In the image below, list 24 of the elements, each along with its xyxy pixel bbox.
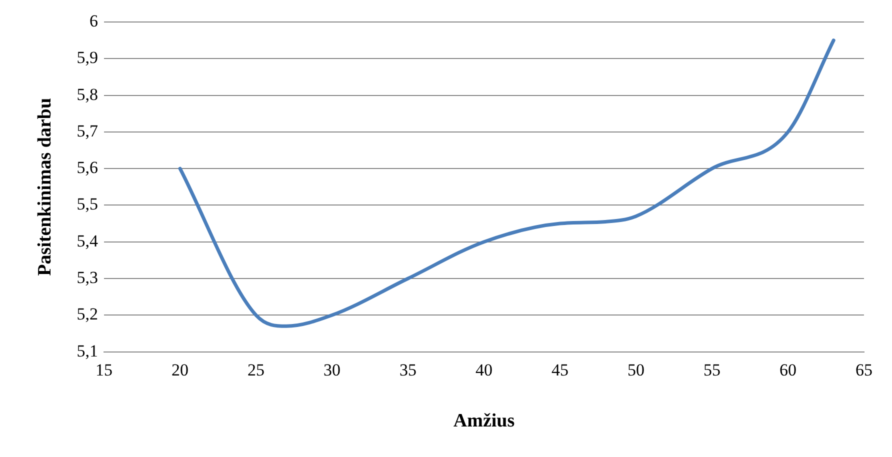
x-tick-label: 20 <box>172 360 189 380</box>
y-tick-label: 5,5 <box>76 194 98 214</box>
line-series <box>178 38 836 328</box>
y-tick-label: 6 <box>90 11 98 30</box>
x-tick-label: 35 <box>400 360 417 380</box>
x-axis-title: Amžius <box>453 410 515 432</box>
y-tick-label: 5,8 <box>76 84 98 104</box>
x-tick-label: 60 <box>780 360 797 380</box>
x-tick-label: 25 <box>248 360 265 380</box>
x-tick-label: 45 <box>552 360 569 380</box>
x-tick-label: 30 <box>324 360 341 380</box>
y-tick-label: 5,6 <box>76 158 98 178</box>
x-tick-label: 55 <box>704 360 721 380</box>
x-tick-label: 40 <box>476 360 493 380</box>
y-tick-label: 5,7 <box>76 121 99 140</box>
y-tick-label: 5,1 <box>76 341 98 360</box>
x-tick-label: 15 <box>96 360 113 380</box>
y-axis-title: Pasitenkinimas darbu <box>34 98 56 276</box>
x-tick-label: 65 <box>856 360 872 380</box>
x-tick-label: 50 <box>628 360 645 380</box>
y-tick-label: 5,3 <box>76 268 98 287</box>
y-tick-label: 5,2 <box>76 304 98 324</box>
y-tick-label: 5,9 <box>76 48 98 68</box>
y-tick-label: 5,4 <box>76 231 99 250</box>
